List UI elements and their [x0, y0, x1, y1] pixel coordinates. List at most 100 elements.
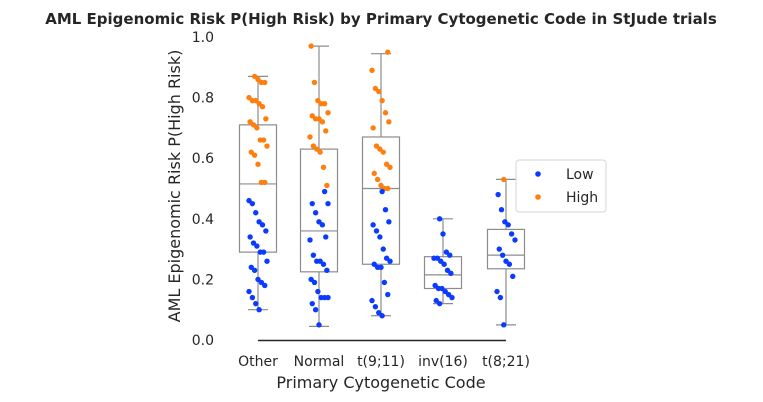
y-tick-label: 0.0: [192, 333, 214, 349]
point-low-t-8-21: [499, 252, 506, 258]
point-high-normal: [308, 43, 314, 49]
point-low-other: [253, 210, 259, 216]
y-tick-label: 0.4: [192, 212, 214, 228]
point-low-t-8-21: [497, 294, 504, 301]
point-low-normal: [319, 222, 326, 228]
point-low-t-9-11: [373, 228, 380, 234]
y-tick-label: 0.8: [192, 91, 214, 107]
point-high-normal: [321, 100, 328, 107]
point-high-t-9-11: [374, 176, 381, 183]
iqr-box: [361, 136, 401, 265]
point-low-normal: [325, 294, 331, 301]
legend-marker-high: [535, 194, 541, 200]
point-low-other: [253, 300, 259, 307]
point-low-normal: [312, 210, 319, 216]
point-low-other: [259, 222, 266, 228]
point-low-other: [263, 228, 269, 234]
point-low-t-9-11: [370, 222, 376, 228]
point-high-t-9-11: [386, 119, 392, 125]
point-high-normal: [317, 149, 323, 155]
point-high-other: [262, 179, 268, 186]
point-low-normal: [315, 288, 321, 295]
point-low-normal: [320, 261, 327, 267]
point-low-inv-16: [447, 252, 453, 258]
point-high-other: [255, 161, 261, 167]
point-low-t-9-11: [386, 219, 392, 225]
point-low-t-8-21: [501, 322, 507, 328]
legend-marker-low: [535, 171, 541, 177]
point-high-t-9-11: [382, 110, 389, 116]
legend-label-high: High: [566, 190, 598, 206]
point-low-t-9-11: [377, 234, 383, 240]
point-high-other: [259, 103, 266, 110]
point-low-inv-16: [449, 294, 455, 301]
point-low-t-8-21: [512, 237, 518, 243]
strip-points: [246, 43, 518, 328]
point-high-t-9-11: [370, 125, 376, 131]
point-high-t-9-11: [379, 97, 385, 104]
point-low-normal: [309, 300, 315, 307]
point-low-t-8-21: [506, 261, 513, 267]
point-low-t-9-11: [381, 279, 388, 286]
point-low-t-8-21: [505, 222, 511, 228]
point-low-inv-16: [436, 300, 443, 307]
point-low-normal: [323, 234, 329, 240]
y-tick-label: 1.0: [192, 30, 214, 46]
point-low-other: [251, 267, 258, 274]
box-plots: [238, 45, 526, 327]
point-low-t-9-11: [379, 313, 385, 319]
x-tick-label-t-8-21: t(8;21): [482, 354, 530, 370]
point-high-normal: [323, 128, 329, 134]
iqr-box: [238, 124, 278, 253]
point-low-normal: [324, 267, 330, 274]
point-high-other: [251, 152, 258, 158]
point-low-inv-16: [436, 216, 443, 222]
point-high-other: [260, 137, 267, 143]
iqr-box: [486, 228, 526, 270]
point-high-other: [254, 125, 260, 131]
point-low-other: [260, 249, 267, 255]
legend: Low High: [515, 159, 607, 213]
point-low-t-9-11: [382, 207, 389, 213]
chart-title: AML Epigenomic Risk P(High Risk) by Prim…: [45, 10, 717, 28]
point-low-t-9-11: [380, 246, 386, 252]
point-high-t-9-11: [380, 149, 386, 155]
x-tick-label-other: Other: [238, 354, 278, 370]
point-high-normal: [320, 164, 327, 170]
point-high-other: [263, 116, 269, 122]
point-low-t-8-21: [496, 246, 502, 252]
point-low-inv-16: [441, 261, 447, 267]
point-low-other: [264, 258, 270, 264]
point-low-t-9-11: [369, 297, 375, 304]
x-tick-labels: Other Normal t(9;11) inv(16) t(8;21): [238, 354, 530, 370]
point-high-normal: [319, 119, 326, 125]
point-low-normal: [321, 188, 328, 195]
y-tick-labels: 0.0 0.2 0.4 0.6 0.8 1.0: [192, 30, 214, 349]
y-tick-label: 0.6: [192, 151, 214, 167]
point-low-normal: [307, 237, 313, 243]
point-low-inv-16: [448, 270, 454, 277]
point-low-normal: [312, 307, 319, 313]
iqr-box: [299, 148, 339, 273]
point-high-t-9-11: [385, 49, 391, 55]
point-low-other: [254, 243, 260, 249]
point-low-normal: [316, 322, 322, 328]
point-low-t-9-11: [372, 303, 379, 310]
point-high-t-9-11: [371, 170, 377, 177]
legend-label-low: Low: [566, 167, 594, 183]
point-low-t-9-11: [378, 264, 384, 270]
point-high-normal: [307, 134, 313, 140]
point-low-t-8-21: [508, 231, 515, 237]
point-low-t-9-11: [385, 291, 391, 298]
point-high-t-9-11: [369, 67, 375, 74]
x-tick-label-t-9-11: t(9;11): [357, 354, 405, 370]
point-high-t-9-11: [376, 88, 382, 95]
x-tick-label-inv-16: inv(16): [418, 354, 468, 370]
box-normal: [299, 45, 339, 327]
point-low-t-9-11: [387, 258, 393, 264]
point-low-other: [262, 282, 268, 289]
point-low-other: [249, 200, 256, 207]
point-low-normal: [310, 252, 317, 258]
point-low-other: [249, 294, 256, 301]
